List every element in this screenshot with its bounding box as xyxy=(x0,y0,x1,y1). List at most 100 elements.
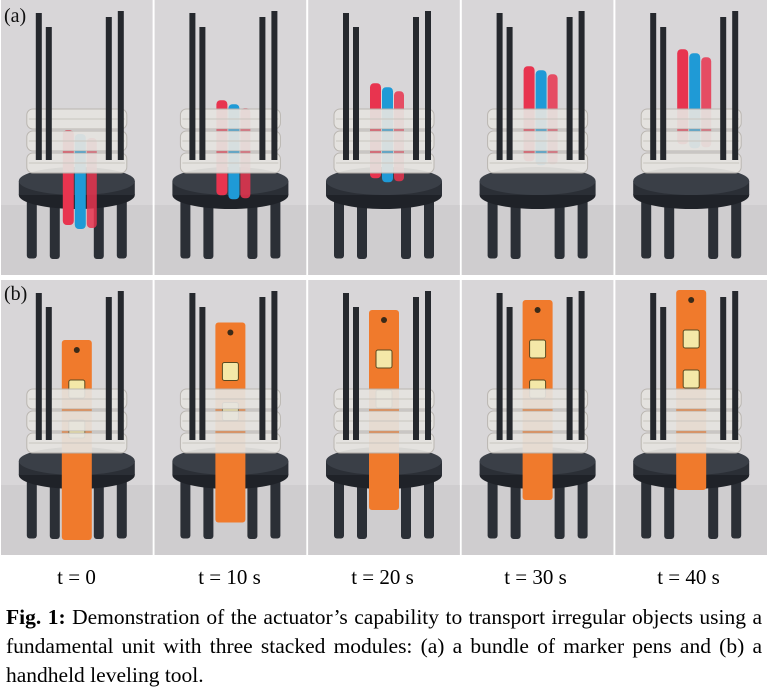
guide-rod xyxy=(45,307,52,440)
base-leg xyxy=(510,197,521,259)
guide-rod xyxy=(189,293,196,440)
guide-rod xyxy=(566,17,573,160)
time-label-40: t = 40 s xyxy=(657,565,720,589)
photo-panel xyxy=(461,0,614,275)
photo-panel xyxy=(1,0,153,275)
base-leg xyxy=(641,197,652,259)
base-leg xyxy=(270,197,281,259)
guide-rod xyxy=(650,13,657,160)
guide-rod xyxy=(578,11,585,160)
guide-rod xyxy=(578,291,585,440)
level-vial xyxy=(682,329,700,349)
base-leg xyxy=(510,477,521,539)
guide-rod xyxy=(496,13,503,160)
time-label-0: t = 0 xyxy=(57,565,96,589)
base-leg xyxy=(641,477,652,539)
guide-rod xyxy=(35,293,42,440)
level-vial xyxy=(529,339,547,359)
base-leg xyxy=(49,477,60,539)
photo-panel xyxy=(154,280,307,555)
base-leg xyxy=(180,477,191,539)
hanging-hole xyxy=(688,297,695,303)
caption-label: Fig. 1: xyxy=(6,605,66,629)
guide-rod xyxy=(732,291,739,440)
base-leg xyxy=(731,197,742,259)
base-top xyxy=(479,167,596,195)
base-leg xyxy=(203,477,214,539)
guide-rod xyxy=(413,17,419,160)
table-surface xyxy=(615,205,767,275)
table-surface xyxy=(461,205,614,275)
guide-rod xyxy=(271,291,278,440)
base-leg xyxy=(424,197,434,259)
hanging-hole xyxy=(227,329,234,336)
base-leg xyxy=(247,477,258,539)
caption-text: Demonstration of the actuator’s capabili… xyxy=(6,605,762,687)
base-leg xyxy=(401,197,411,259)
base-leg xyxy=(731,477,742,539)
figure-caption: Fig. 1: Demonstration of the actuator’s … xyxy=(6,603,762,690)
leveling-tool xyxy=(369,310,399,510)
base-leg xyxy=(577,477,588,539)
photo-panel xyxy=(615,0,767,275)
time-label-10: t = 10 s xyxy=(198,565,261,589)
guide-rod xyxy=(199,307,206,440)
guide-rod xyxy=(353,27,359,160)
guide-rod xyxy=(720,17,727,160)
base-leg xyxy=(708,197,719,259)
guide-rod xyxy=(259,297,266,440)
base-leg xyxy=(708,477,719,539)
guide-rod xyxy=(105,17,112,160)
hanging-hole xyxy=(381,317,387,323)
hanging-hole xyxy=(73,347,80,353)
photo-panel xyxy=(308,280,460,555)
guide-rod xyxy=(496,293,503,440)
guide-rod xyxy=(353,307,359,440)
guide-rod xyxy=(271,11,278,160)
base-leg xyxy=(180,197,191,259)
marker-pen-red xyxy=(677,49,689,145)
photo-panel xyxy=(461,280,614,555)
base-leg xyxy=(577,197,588,259)
guide-rod xyxy=(566,297,573,440)
table-surface xyxy=(154,205,307,275)
base-leg xyxy=(554,477,565,539)
photo-panel xyxy=(615,280,767,555)
guide-rod xyxy=(259,17,266,160)
guide-rod xyxy=(506,27,513,160)
guide-rod xyxy=(650,293,657,440)
level-vial xyxy=(682,369,700,389)
guide-rod xyxy=(117,291,124,440)
guide-rod xyxy=(425,291,431,440)
guide-rod xyxy=(660,307,667,440)
guide-rod xyxy=(117,11,124,160)
base-leg xyxy=(487,477,498,539)
level-vial xyxy=(375,349,393,369)
table-surface xyxy=(615,485,767,555)
guide-rod xyxy=(732,11,739,160)
table-surface xyxy=(308,205,460,275)
base-leg xyxy=(116,477,127,539)
guide-rod xyxy=(35,13,42,160)
guide-rod xyxy=(425,11,431,160)
guide-rod xyxy=(506,307,513,440)
base-leg xyxy=(203,197,214,259)
guide-rod xyxy=(720,297,727,440)
guide-rod xyxy=(660,27,667,160)
base-leg xyxy=(424,477,434,539)
base-leg xyxy=(334,477,344,539)
base-leg xyxy=(49,197,60,259)
time-label-30: t = 30 s xyxy=(504,565,567,589)
guide-rod xyxy=(105,297,112,440)
row-label-b: (b) xyxy=(4,283,27,305)
photo-panel xyxy=(154,0,307,275)
base-leg xyxy=(664,477,675,539)
base-top xyxy=(633,167,750,195)
guide-rod xyxy=(189,13,196,160)
guide-rod xyxy=(45,27,52,160)
photo-panel xyxy=(308,0,460,275)
base-leg xyxy=(554,197,565,259)
base-leg xyxy=(26,477,37,539)
base-leg xyxy=(247,197,258,259)
guide-rod xyxy=(343,13,349,160)
